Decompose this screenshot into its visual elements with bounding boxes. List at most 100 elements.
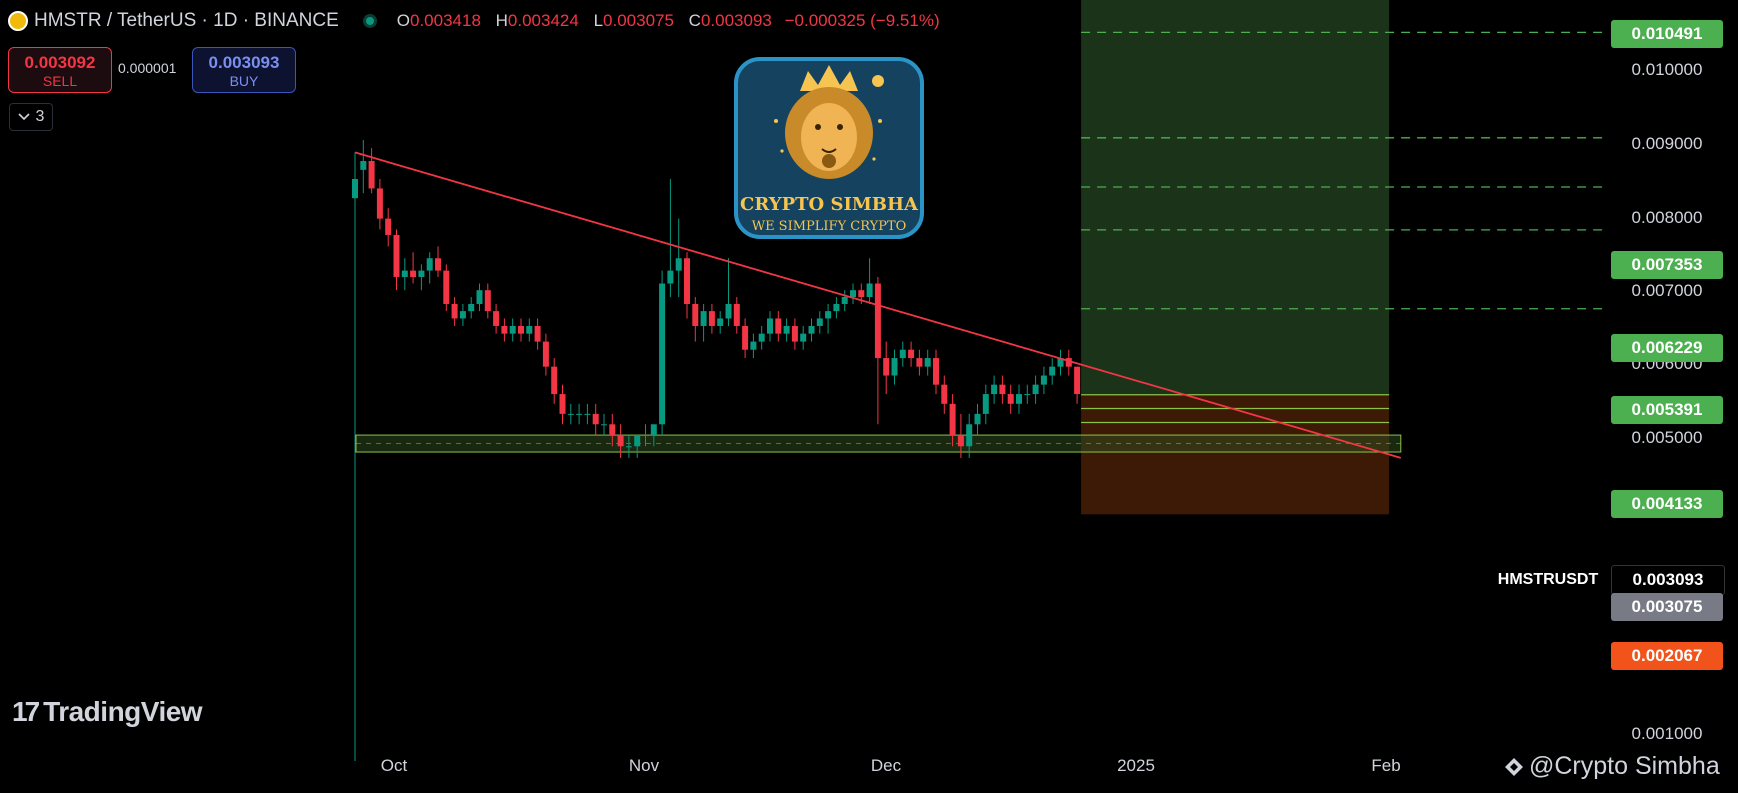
logo-tagline: WE SIMPLIFY CRYPTO <box>751 219 907 234</box>
candle-body <box>825 311 832 319</box>
tradingview-icon: 17 <box>12 696 40 727</box>
tradingview-label: TradingView <box>43 696 203 727</box>
target-badge: 0.006229 <box>1611 334 1723 362</box>
current-price-badge: 0.003093 <box>1611 565 1725 595</box>
candle-body <box>592 413 599 425</box>
sell-button[interactable]: 0.003092 SELL <box>8 47 112 93</box>
candle-body <box>1040 375 1047 385</box>
x-tick-2025: 2025 <box>1117 756 1155 775</box>
candle-body <box>874 283 881 359</box>
candle-body <box>352 179 358 199</box>
buy-button[interactable]: 0.003093 BUY <box>192 47 296 93</box>
target-badge: 0.007353 <box>1611 251 1723 279</box>
candle-body <box>966 424 973 447</box>
target-badge: 0.005391 <box>1611 396 1723 424</box>
candle-body <box>617 435 624 447</box>
descending-trendline <box>354 151 1402 459</box>
candle-body <box>791 325 798 342</box>
sell-label: SELL <box>42 73 78 89</box>
candle-body <box>385 218 392 235</box>
candle-body <box>584 413 591 415</box>
candle-body <box>625 446 632 448</box>
candle-body <box>534 325 541 342</box>
y-tick: 0.008000 <box>1631 208 1703 227</box>
candle-body <box>1032 384 1039 395</box>
candle-body <box>376 188 383 219</box>
indicators-toggle[interactable]: 3 <box>9 103 53 131</box>
candle-body <box>949 403 956 436</box>
candle-body <box>426 258 433 271</box>
candle-body <box>1049 366 1056 376</box>
candle-body <box>659 283 666 425</box>
candle-body <box>808 325 815 334</box>
candle-body <box>1074 366 1081 395</box>
target-zone <box>1081 0 1390 395</box>
crypto-simbha-logo: CRYPTO SIMBHA WE SIMPLIFY CRYPTO <box>734 57 924 239</box>
price-change: −0.000325 (−9.51%) <box>784 11 940 30</box>
candle-body <box>576 413 583 415</box>
candle-body <box>991 384 998 395</box>
candle-body <box>1024 394 1031 396</box>
candle-body <box>750 341 757 350</box>
candle-body <box>418 270 425 277</box>
candle-body <box>833 303 840 312</box>
candle-body <box>733 303 740 326</box>
x-tick-nov: Nov <box>628 756 660 775</box>
x-tick-oct: Oct <box>380 756 408 775</box>
candle-body <box>559 394 566 414</box>
candle-body <box>1065 358 1072 367</box>
hamster-coin-icon <box>8 11 28 31</box>
candle-body <box>435 258 441 271</box>
symbol-price-tag: HMSTRUSDT <box>1490 566 1606 594</box>
stop-loss-badge: 0.002067 <box>1611 642 1723 670</box>
logo-title: CRYPTO SIMBHA <box>740 194 918 215</box>
candle-body <box>841 296 848 304</box>
tradingview-logo: 17 TradingView <box>12 696 203 728</box>
watermark-text: @Crypto Simbha <box>1529 752 1720 780</box>
candle-body <box>601 424 607 426</box>
candle-body <box>410 270 417 277</box>
candle-body <box>451 303 458 319</box>
candle-body <box>1016 394 1022 404</box>
candle-body <box>858 290 865 297</box>
candle-body <box>700 311 707 326</box>
candle-body <box>509 325 516 334</box>
indicator-count: 3 <box>35 108 45 125</box>
symbol-title[interactable]: HMSTR / TetherUS · 1D · BINANCE <box>34 10 339 31</box>
candle-body <box>775 318 782 334</box>
candle-body <box>957 435 964 447</box>
x-tick-feb: Feb <box>1371 756 1401 775</box>
chevron-down-icon <box>17 113 30 121</box>
candle-body <box>742 325 749 350</box>
candle-body <box>800 333 807 342</box>
candle-body <box>476 290 483 304</box>
candle-body <box>393 234 400 277</box>
candle-body <box>692 303 699 326</box>
chart-header: HMSTR / TetherUS · 1D · BINANCE O0.00341… <box>8 8 940 34</box>
candle-body <box>908 349 915 359</box>
buy-label: BUY <box>229 73 259 89</box>
candle-body <box>368 161 375 189</box>
candle-body <box>468 303 475 312</box>
candle-body <box>767 318 773 334</box>
y-tick: 0.007000 <box>1631 281 1703 300</box>
candle-body <box>360 161 367 170</box>
candle-body <box>816 318 823 326</box>
candle-body <box>675 258 682 271</box>
lion-crown-icon <box>774 65 884 179</box>
stop-zone <box>1081 394 1390 515</box>
candle-body <box>916 358 923 367</box>
candle-body <box>1057 358 1064 367</box>
candle-body <box>567 413 574 415</box>
candle-body <box>899 349 906 359</box>
sell-price: 0.003092 <box>24 53 96 72</box>
candle-body <box>982 394 989 414</box>
candle-body <box>758 333 765 342</box>
x-tick-dec: Dec <box>870 756 902 775</box>
last-price-badge: 0.003075 <box>1611 593 1723 621</box>
spread-value: 0.000001 <box>118 60 177 76</box>
candle-body <box>974 413 981 425</box>
candle-body <box>891 358 898 376</box>
ohlc-readout: O0.003418 H0.003424 L0.003075 C0.003093 … <box>396 11 940 30</box>
